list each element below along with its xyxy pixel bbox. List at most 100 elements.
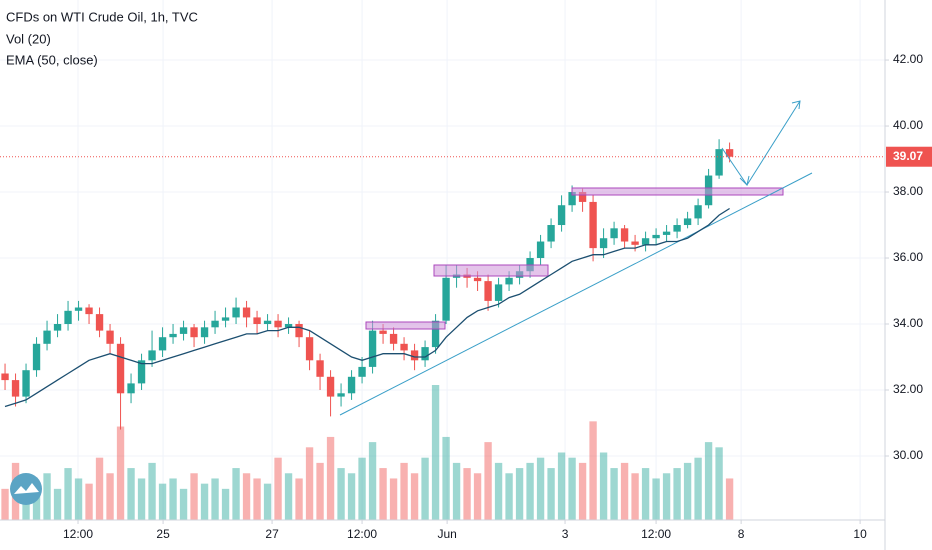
volume-bar — [137, 478, 146, 520]
volume-bar — [43, 473, 51, 520]
volume-bar — [32, 483, 41, 520]
volume-bar — [284, 473, 293, 520]
volume-bar — [484, 442, 492, 520]
arrow-head — [791, 100, 801, 110]
candle-body — [221, 317, 230, 321]
candle-body — [43, 330, 51, 344]
candle-body — [116, 343, 125, 394]
volume-bar — [127, 468, 135, 520]
volume-bar — [431, 385, 440, 520]
candle-body — [484, 281, 492, 301]
volume-bar — [95, 457, 104, 520]
candle-body — [442, 277, 450, 321]
indicator-label: Vol (20) — [6, 31, 51, 46]
zone — [365, 321, 446, 330]
x-tick-label: 12:00 — [641, 527, 671, 541]
volume-bar — [410, 473, 419, 520]
candle-body — [284, 324, 293, 328]
volume-bar — [253, 478, 261, 520]
volume-bar — [652, 478, 660, 520]
candle-body — [274, 320, 282, 328]
volume-bar — [620, 462, 629, 520]
x-tick-label: 27 — [265, 527, 279, 541]
volume-bar — [368, 442, 377, 520]
candle-body — [158, 337, 167, 351]
y-tick-label: 32.00 — [893, 382, 923, 396]
volume-bar — [1, 488, 9, 520]
candle-body — [148, 350, 156, 361]
y-tick-label: 42.00 — [893, 52, 923, 66]
volume-bar — [106, 473, 114, 520]
candle-body — [347, 376, 356, 394]
volume-bar — [295, 478, 303, 520]
candle-body — [410, 350, 419, 361]
candle-body — [1, 373, 9, 381]
volume-bar — [169, 478, 177, 520]
candle-body — [547, 225, 555, 242]
volume-bar — [704, 442, 713, 520]
volume-bar — [515, 468, 524, 520]
volume-bar — [421, 457, 429, 520]
volume-bar — [190, 473, 198, 520]
zone — [433, 264, 549, 277]
volume-bar — [400, 462, 408, 520]
candle-body — [200, 327, 209, 338]
candle-body — [326, 376, 335, 397]
candle-body — [631, 241, 639, 245]
candle-body — [421, 347, 429, 361]
volume-bar — [211, 478, 219, 520]
candle-body — [232, 307, 240, 318]
x-tick-label: 3 — [562, 527, 569, 541]
x-tick-label: 8 — [738, 527, 745, 541]
candle-body — [725, 149, 734, 157]
volume-bar — [232, 468, 240, 520]
volume — [1, 385, 734, 520]
candle-body — [190, 327, 198, 338]
volume-bar — [526, 462, 534, 520]
candle-body — [505, 277, 513, 285]
candle-body — [295, 324, 303, 338]
volume-bar — [221, 488, 230, 520]
candle-body — [64, 310, 72, 325]
volume-bar — [683, 462, 692, 520]
candle-body — [211, 320, 219, 328]
candle-body — [242, 307, 251, 318]
volume-bar — [631, 473, 639, 520]
candle-body — [662, 231, 671, 235]
volume-bar — [242, 473, 251, 520]
candle-body — [11, 380, 20, 397]
volume-bar — [725, 478, 734, 520]
volume-bar — [158, 483, 167, 520]
x-tick-label: 12:00 — [63, 527, 93, 541]
volume-bar — [442, 436, 450, 520]
x-tick-label: Jun — [437, 527, 456, 541]
x-tick-label: 25 — [156, 527, 170, 541]
candle-body — [22, 370, 30, 397]
candles — [1, 139, 734, 430]
zone — [571, 187, 784, 196]
volume-bar — [452, 462, 461, 520]
candle-body — [53, 324, 62, 331]
logo — [10, 473, 42, 505]
candle-body — [389, 333, 398, 344]
volume-bar — [337, 468, 345, 520]
candle-body — [305, 337, 314, 361]
candle-body — [620, 228, 629, 242]
candle-body — [253, 317, 261, 325]
volume-bar — [347, 473, 356, 520]
candle-body — [400, 343, 408, 351]
volume-bar — [148, 462, 156, 520]
volume-bar — [610, 468, 618, 520]
volume-bar — [715, 447, 723, 520]
candle-body — [568, 192, 576, 206]
candle-body — [673, 225, 681, 232]
ema-line — [4, 207, 730, 408]
volume-bar — [379, 468, 387, 520]
y-tick-label: 38.00 — [893, 184, 923, 198]
candle-body — [557, 205, 566, 226]
candle-body — [652, 234, 660, 239]
volume-bar — [200, 483, 209, 520]
volume-bar — [536, 457, 545, 520]
volume-bar — [263, 483, 272, 520]
volume-bar — [599, 452, 608, 520]
